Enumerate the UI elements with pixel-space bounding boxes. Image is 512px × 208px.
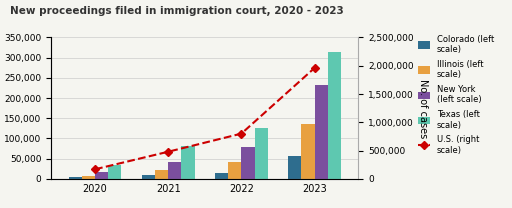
Bar [168,162,181,179]
Line: U.S. (right
scale): U.S. (right scale) [92,65,317,172]
Bar [328,52,341,179]
Bar [254,128,268,179]
U.S. (right
scale) [165,150,172,153]
Bar [215,173,228,179]
Bar [288,156,302,179]
Bar [241,147,254,179]
Bar [82,176,95,179]
Y-axis label: No. of cases: No. of cases [418,79,428,138]
Bar [314,85,328,179]
U.S. (right
scale) [238,132,244,135]
Bar [95,172,108,179]
Bar [228,162,241,179]
Bar [155,170,168,179]
Bar [302,124,314,179]
Bar [108,165,121,179]
Bar [181,146,195,179]
Bar [142,175,155,179]
U.S. (right
scale) [92,168,98,171]
Bar [69,177,82,179]
U.S. (right
scale) [311,67,317,69]
Text: New proceedings filed in immigration court, 2020 - 2023: New proceedings filed in immigration cou… [10,6,344,16]
Legend: Colorado (left
scale), Illinois (left
scale), New York
(left scale), Texas (left: Colorado (left scale), Illinois (left sc… [418,35,494,155]
